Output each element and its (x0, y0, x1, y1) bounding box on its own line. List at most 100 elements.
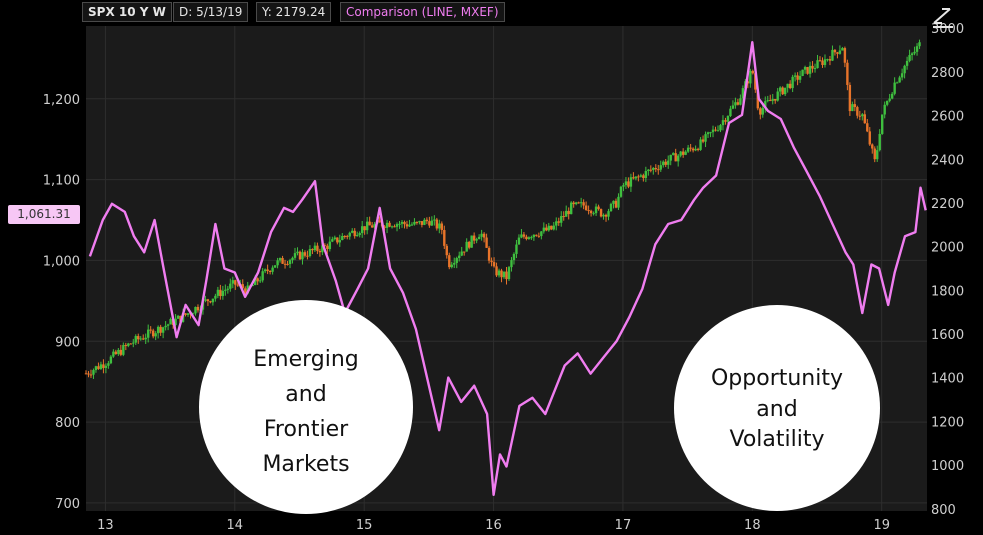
candle-body (761, 107, 764, 115)
candle-body (783, 87, 787, 95)
candle-body (420, 221, 424, 225)
candle-body (505, 271, 508, 280)
candle-body (425, 219, 429, 222)
candle-body (843, 48, 847, 63)
candle-body (823, 59, 827, 65)
candle-body (537, 235, 541, 237)
right-tick-label: 1400 (931, 372, 964, 387)
candle-body (465, 241, 468, 252)
candle-body (644, 170, 648, 179)
candle-body (659, 165, 662, 170)
candle-body (308, 249, 312, 257)
candle-body (786, 83, 789, 88)
right-tick-label: 2800 (931, 66, 964, 81)
candle-body (323, 245, 327, 247)
candle-body (706, 132, 710, 135)
candle-body (244, 288, 247, 294)
candle-body (104, 365, 108, 368)
candle-body (214, 295, 217, 299)
candle-body (253, 278, 257, 286)
bubble-line: Emerging (253, 347, 359, 372)
candle-body (871, 144, 874, 149)
candle-body (562, 216, 565, 218)
candle-body (731, 105, 735, 109)
candle-body (333, 237, 337, 240)
candle-body (166, 324, 170, 326)
candle-body (99, 364, 103, 369)
candle-body (793, 75, 797, 77)
candle-body (657, 169, 660, 171)
candle-body (94, 366, 98, 371)
candle-body (724, 120, 727, 122)
candle-body (910, 53, 914, 56)
candle-body (480, 233, 483, 237)
mxef-comparison-line (88, 41, 927, 496)
candle-body (574, 202, 578, 205)
candle-body (604, 214, 608, 217)
candle-body (522, 234, 526, 237)
candle-body (846, 62, 849, 85)
candle-body (826, 59, 829, 61)
candle-body (500, 270, 503, 278)
candle-body (266, 269, 269, 271)
candle-body (283, 263, 287, 265)
candle-body (495, 266, 498, 276)
candle-body (686, 147, 690, 152)
candle-body (209, 301, 212, 303)
candle-body (174, 318, 177, 326)
candle-body (497, 270, 501, 276)
candle-body (642, 175, 645, 179)
candle-body (502, 271, 506, 278)
candle-body (652, 167, 655, 171)
candle-body (326, 245, 329, 250)
candle-body (848, 84, 852, 112)
x-tick-label: 15 (356, 518, 373, 533)
candle-body (316, 245, 319, 251)
candle-body (405, 224, 409, 227)
candle-body (868, 131, 871, 145)
candle-body (161, 327, 165, 333)
candle-body (134, 336, 137, 343)
candle-body (890, 93, 894, 99)
candle-body (577, 202, 580, 204)
candle-body (137, 336, 140, 340)
candle-body (696, 148, 700, 150)
candle-body (619, 186, 623, 197)
x-tick-label: 19 (873, 518, 890, 533)
candle-body (881, 114, 884, 134)
candle-body (599, 209, 603, 217)
candle-body (716, 130, 720, 132)
candle-body (281, 258, 284, 264)
candle-body (191, 313, 195, 315)
candle-body (383, 226, 386, 228)
right-tick-label: 2600 (931, 110, 964, 125)
candle-body (507, 267, 511, 280)
candle-body (664, 161, 667, 165)
symbol-label[interactable]: SPX 10 Y W (82, 2, 172, 22)
candle-body (472, 235, 476, 241)
candle-body (458, 255, 461, 259)
candle-body (754, 73, 757, 90)
candle-body (542, 227, 546, 232)
comparison-label[interactable]: Comparison (LINE, MXEF) (340, 2, 505, 22)
candle-body (109, 356, 113, 364)
candle-body (211, 298, 215, 303)
candle-body (592, 213, 595, 215)
candle-body (572, 202, 575, 205)
candle-body (433, 219, 436, 221)
candle-body (410, 224, 414, 226)
candle-body (858, 115, 862, 117)
candle-body (117, 349, 120, 355)
expand-diagonal-icon[interactable] (930, 3, 956, 29)
candle-body (905, 60, 909, 66)
candle-body (597, 206, 600, 210)
candle-body (164, 325, 167, 328)
candle-body (204, 299, 207, 301)
candle-body (467, 241, 471, 248)
candle-body (584, 205, 588, 211)
candle-body (291, 257, 294, 261)
candle-body (301, 252, 304, 260)
candle-body (89, 374, 93, 376)
candle-body (351, 230, 354, 233)
candle-body (547, 225, 550, 231)
